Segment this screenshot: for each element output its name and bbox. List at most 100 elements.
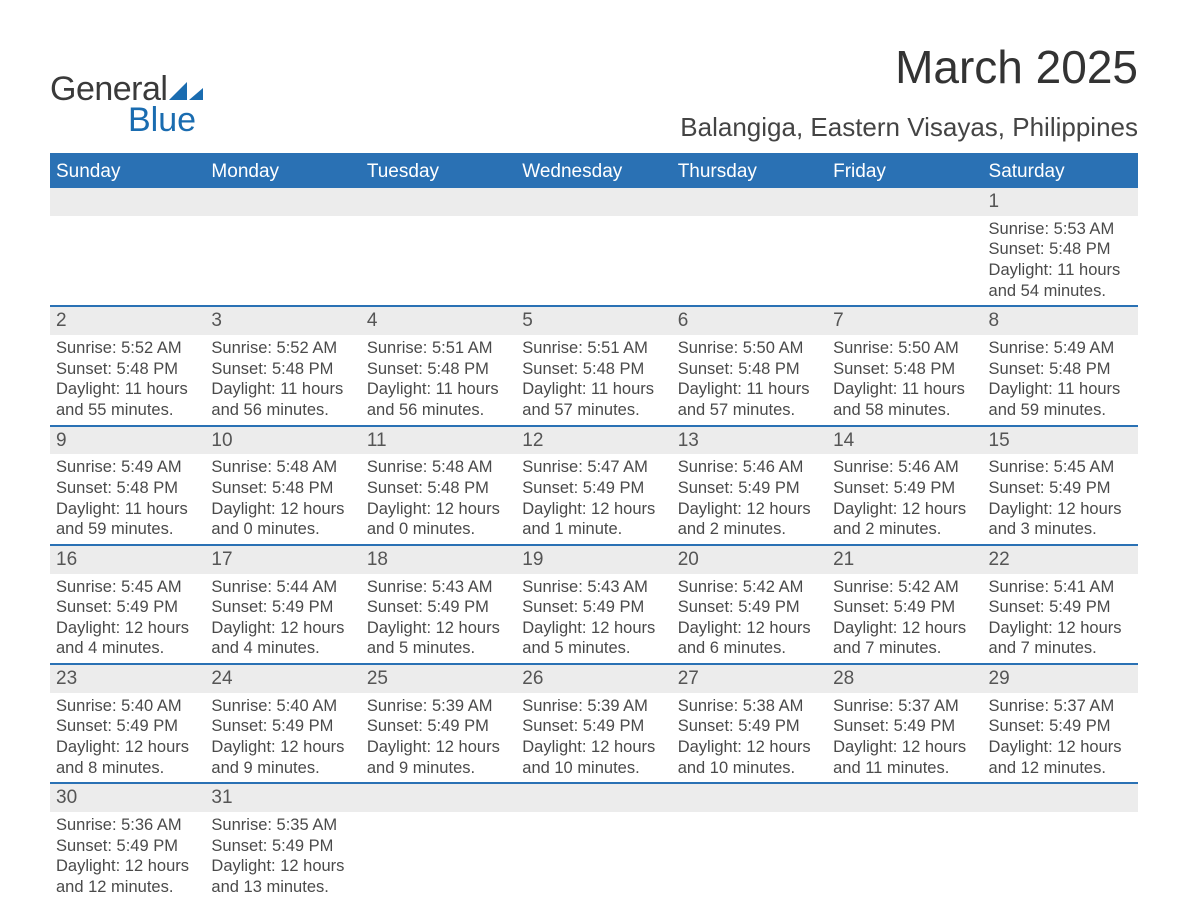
daylight-text: Daylight: 12 hours and 0 minutes. [211, 499, 354, 540]
sunrise-text: Sunrise: 5:51 AM [367, 338, 510, 359]
sunrise-text: Sunrise: 5:48 AM [367, 457, 510, 478]
location-subtitle: Balangiga, Eastern Visayas, Philippines [680, 112, 1138, 143]
day-number [516, 188, 671, 216]
day-number: 28 [827, 665, 982, 693]
daylight-text: Daylight: 11 hours and 58 minutes. [833, 379, 976, 420]
calendar-day-cell [827, 783, 982, 901]
calendar-week: 30Sunrise: 5:36 AMSunset: 5:49 PMDayligh… [50, 783, 1138, 901]
day-number: 13 [672, 427, 827, 455]
day-number: 8 [983, 307, 1138, 335]
day-number: 16 [50, 546, 205, 574]
daylight-text: Daylight: 12 hours and 9 minutes. [367, 737, 510, 778]
sunset-text: Sunset: 5:49 PM [56, 716, 199, 737]
calendar-day-cell [672, 188, 827, 306]
day-number [672, 784, 827, 812]
sunrise-text: Sunrise: 5:53 AM [989, 219, 1132, 240]
sunset-text: Sunset: 5:49 PM [522, 716, 665, 737]
calendar-day-cell: 18Sunrise: 5:43 AMSunset: 5:49 PMDayligh… [361, 545, 516, 664]
calendar-day-cell [50, 188, 205, 306]
brand-word2: Blue [128, 101, 203, 140]
daylight-text: Daylight: 12 hours and 9 minutes. [211, 737, 354, 778]
calendar-day-cell [361, 783, 516, 901]
sunrise-text: Sunrise: 5:51 AM [522, 338, 665, 359]
day-number [827, 188, 982, 216]
sunset-text: Sunset: 5:48 PM [833, 359, 976, 380]
sunset-text: Sunset: 5:49 PM [989, 597, 1132, 618]
day-number: 5 [516, 307, 671, 335]
calendar-day-cell: 31Sunrise: 5:35 AMSunset: 5:49 PMDayligh… [205, 783, 360, 901]
brand-logo: General Blue [50, 40, 203, 140]
sunset-text: Sunset: 5:49 PM [833, 478, 976, 499]
day-number [361, 784, 516, 812]
day-number: 22 [983, 546, 1138, 574]
calendar-day-cell: 27Sunrise: 5:38 AMSunset: 5:49 PMDayligh… [672, 664, 827, 783]
sunrise-text: Sunrise: 5:44 AM [211, 577, 354, 598]
calendar-day-cell: 24Sunrise: 5:40 AMSunset: 5:49 PMDayligh… [205, 664, 360, 783]
daylight-text: Daylight: 12 hours and 1 minute. [522, 499, 665, 540]
sunset-text: Sunset: 5:49 PM [211, 836, 354, 857]
sunset-text: Sunset: 5:49 PM [211, 716, 354, 737]
sunset-text: Sunset: 5:49 PM [211, 597, 354, 618]
calendar-day-cell: 17Sunrise: 5:44 AMSunset: 5:49 PMDayligh… [205, 545, 360, 664]
calendar-week: 1Sunrise: 5:53 AMSunset: 5:48 PMDaylight… [50, 188, 1138, 306]
sunset-text: Sunset: 5:49 PM [678, 716, 821, 737]
day-number: 20 [672, 546, 827, 574]
daylight-text: Daylight: 12 hours and 8 minutes. [56, 737, 199, 778]
calendar-day-cell: 5Sunrise: 5:51 AMSunset: 5:48 PMDaylight… [516, 306, 671, 425]
sunrise-text: Sunrise: 5:38 AM [678, 696, 821, 717]
daylight-text: Daylight: 12 hours and 2 minutes. [833, 499, 976, 540]
sunset-text: Sunset: 5:49 PM [833, 597, 976, 618]
sunrise-text: Sunrise: 5:46 AM [833, 457, 976, 478]
calendar-day-cell [983, 783, 1138, 901]
calendar-day-cell: 28Sunrise: 5:37 AMSunset: 5:49 PMDayligh… [827, 664, 982, 783]
daylight-text: Daylight: 12 hours and 3 minutes. [989, 499, 1132, 540]
sunset-text: Sunset: 5:49 PM [678, 597, 821, 618]
sunset-text: Sunset: 5:48 PM [367, 478, 510, 499]
daylight-text: Daylight: 12 hours and 4 minutes. [56, 618, 199, 659]
sunset-text: Sunset: 5:49 PM [989, 716, 1132, 737]
day-number: 29 [983, 665, 1138, 693]
day-number: 1 [983, 188, 1138, 216]
calendar-day-cell: 9Sunrise: 5:49 AMSunset: 5:48 PMDaylight… [50, 426, 205, 545]
sunset-text: Sunset: 5:48 PM [522, 359, 665, 380]
calendar-day-cell: 11Sunrise: 5:48 AMSunset: 5:48 PMDayligh… [361, 426, 516, 545]
title-block: March 2025 Balangiga, Eastern Visayas, P… [680, 40, 1138, 145]
calendar-day-cell: 3Sunrise: 5:52 AMSunset: 5:48 PMDaylight… [205, 306, 360, 425]
sunrise-text: Sunrise: 5:42 AM [833, 577, 976, 598]
daylight-text: Daylight: 12 hours and 12 minutes. [56, 856, 199, 897]
sunrise-text: Sunrise: 5:52 AM [56, 338, 199, 359]
sunset-text: Sunset: 5:48 PM [989, 239, 1132, 260]
day-number [361, 188, 516, 216]
day-number: 18 [361, 546, 516, 574]
calendar-day-cell: 23Sunrise: 5:40 AMSunset: 5:49 PMDayligh… [50, 664, 205, 783]
sunrise-text: Sunrise: 5:49 AM [56, 457, 199, 478]
calendar-day-cell [361, 188, 516, 306]
sunrise-text: Sunrise: 5:45 AM [56, 577, 199, 598]
sunrise-text: Sunrise: 5:39 AM [522, 696, 665, 717]
calendar-table: SundayMondayTuesdayWednesdayThursdayFrid… [50, 153, 1138, 902]
calendar-day-cell: 16Sunrise: 5:45 AMSunset: 5:49 PMDayligh… [50, 545, 205, 664]
sunrise-text: Sunrise: 5:40 AM [211, 696, 354, 717]
month-title: March 2025 [680, 40, 1138, 94]
sunrise-text: Sunrise: 5:47 AM [522, 457, 665, 478]
calendar-day-cell: 20Sunrise: 5:42 AMSunset: 5:49 PMDayligh… [672, 545, 827, 664]
calendar-day-cell: 14Sunrise: 5:46 AMSunset: 5:49 PMDayligh… [827, 426, 982, 545]
calendar-day-cell: 21Sunrise: 5:42 AMSunset: 5:49 PMDayligh… [827, 545, 982, 664]
sunset-text: Sunset: 5:49 PM [367, 716, 510, 737]
day-number [827, 784, 982, 812]
sunrise-text: Sunrise: 5:52 AM [211, 338, 354, 359]
calendar-day-cell: 29Sunrise: 5:37 AMSunset: 5:49 PMDayligh… [983, 664, 1138, 783]
day-number [516, 784, 671, 812]
day-number: 31 [205, 784, 360, 812]
sunset-text: Sunset: 5:48 PM [211, 478, 354, 499]
daylight-text: Daylight: 12 hours and 2 minutes. [678, 499, 821, 540]
calendar-day-cell: 22Sunrise: 5:41 AMSunset: 5:49 PMDayligh… [983, 545, 1138, 664]
weekday-header: Sunday [50, 155, 205, 189]
sunrise-text: Sunrise: 5:41 AM [989, 577, 1132, 598]
day-number: 19 [516, 546, 671, 574]
daylight-text: Daylight: 12 hours and 12 minutes. [989, 737, 1132, 778]
day-number: 17 [205, 546, 360, 574]
daylight-text: Daylight: 12 hours and 5 minutes. [522, 618, 665, 659]
day-number: 7 [827, 307, 982, 335]
sunset-text: Sunset: 5:49 PM [989, 478, 1132, 499]
